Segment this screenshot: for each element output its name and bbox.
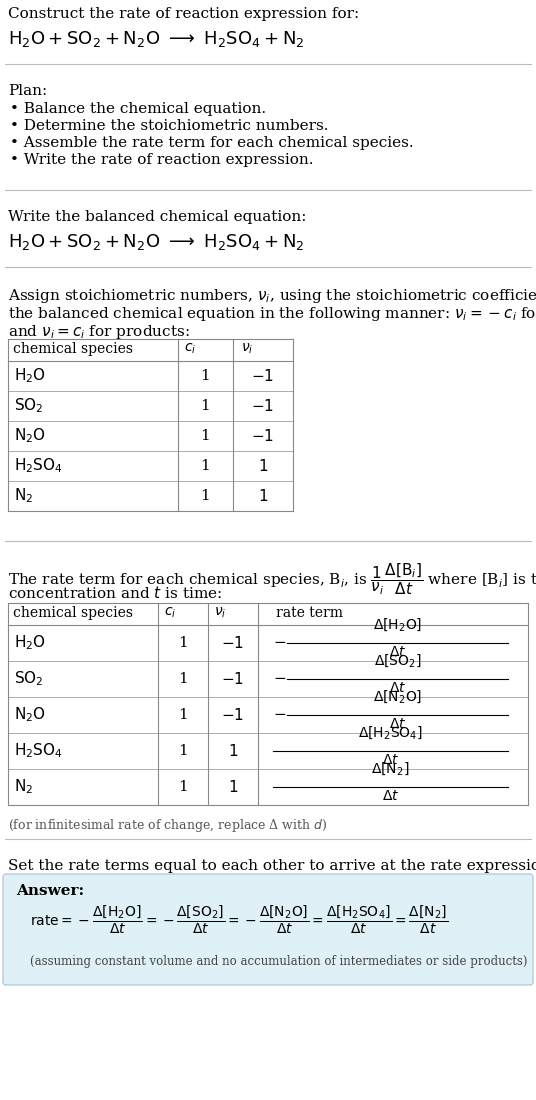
Text: $1$: $1$	[258, 458, 268, 474]
Text: $-1$: $-1$	[251, 368, 274, 384]
Text: $-$: $-$	[273, 634, 286, 648]
Text: $-$: $-$	[273, 706, 286, 721]
Text: $\mathrm{N_2O}$: $\mathrm{N_2O}$	[14, 427, 46, 446]
Text: $-1$: $-1$	[221, 671, 244, 688]
Text: Construct the rate of reaction expression for:: Construct the rate of reaction expressio…	[8, 7, 359, 21]
Text: $\mathrm{H_2O + SO_2 + N_2O\ \longrightarrow\ H_2SO_4 + N_2}$: $\mathrm{H_2O + SO_2 + N_2O\ \longrighta…	[8, 29, 304, 50]
Text: $\mathrm{N_2}$: $\mathrm{N_2}$	[14, 486, 33, 505]
Text: Assign stoichiometric numbers, $\nu_i$, using the stoichiometric coefficients, $: Assign stoichiometric numbers, $\nu_i$, …	[8, 287, 536, 305]
Text: $-1$: $-1$	[251, 428, 274, 444]
Text: Answer:: Answer:	[16, 884, 84, 898]
Text: $\mathrm{H_2SO_4}$: $\mathrm{H_2SO_4}$	[14, 456, 63, 475]
Text: the balanced chemical equation in the following manner: $\nu_i = -c_i$ for react: the balanced chemical equation in the fo…	[8, 305, 536, 323]
Text: and $\nu_i = c_i$ for products:: and $\nu_i = c_i$ for products:	[8, 323, 190, 341]
Text: $c_i$: $c_i$	[184, 342, 196, 356]
Text: $\mathrm{N_2O}$: $\mathrm{N_2O}$	[14, 706, 46, 725]
Text: • Assemble the rate term for each chemical species.: • Assemble the rate term for each chemic…	[10, 136, 414, 150]
Text: 1: 1	[200, 429, 210, 443]
Text: (for infinitesimal rate of change, replace Δ with $d$): (for infinitesimal rate of change, repla…	[8, 817, 327, 834]
Text: $1$: $1$	[228, 779, 238, 795]
Text: $\mathrm{H_2O}$: $\mathrm{H_2O}$	[14, 634, 46, 652]
Text: $\mathrm{SO_2}$: $\mathrm{SO_2}$	[14, 397, 43, 416]
Text: $\Delta t$: $\Delta t$	[389, 681, 406, 695]
Text: $\Delta[\mathrm{N_2}]$: $\Delta[\mathrm{N_2}]$	[371, 760, 410, 777]
Text: $\Delta t$: $\Delta t$	[389, 717, 406, 732]
Text: (assuming constant volume and no accumulation of intermediates or side products): (assuming constant volume and no accumul…	[30, 955, 527, 968]
Text: 1: 1	[200, 490, 210, 503]
Text: $c_i$: $c_i$	[164, 606, 176, 620]
Text: $\Delta[\mathrm{N_2O}]$: $\Delta[\mathrm{N_2O}]$	[373, 689, 422, 705]
Text: chemical species: chemical species	[13, 606, 133, 620]
Text: $\nu_i$: $\nu_i$	[214, 606, 226, 620]
Text: • Balance the chemical equation.: • Balance the chemical equation.	[10, 102, 266, 116]
Text: $1$: $1$	[228, 742, 238, 759]
Text: • Write the rate of reaction expression.: • Write the rate of reaction expression.	[10, 153, 314, 167]
Text: Set the rate terms equal to each other to arrive at the rate expression:: Set the rate terms equal to each other t…	[8, 859, 536, 873]
Text: $\Delta[\mathrm{H_2O}]$: $\Delta[\mathrm{H_2O}]$	[373, 616, 422, 632]
Text: concentration and $t$ is time:: concentration and $t$ is time:	[8, 585, 222, 601]
Text: $\mathrm{H_2SO_4}$: $\mathrm{H_2SO_4}$	[14, 741, 63, 760]
Text: Write the balanced chemical equation:: Write the balanced chemical equation:	[8, 210, 307, 224]
Text: $\Delta t$: $\Delta t$	[389, 645, 406, 659]
Text: 1: 1	[200, 399, 210, 412]
Text: $\mathrm{H_2O}$: $\mathrm{H_2O}$	[14, 366, 46, 385]
Text: $\Delta[\mathrm{H_2SO_4}]$: $\Delta[\mathrm{H_2SO_4}]$	[358, 724, 423, 741]
Text: 1: 1	[178, 636, 188, 650]
Text: 1: 1	[178, 708, 188, 722]
Text: $-1$: $-1$	[221, 707, 244, 723]
Text: $\Delta t$: $\Delta t$	[382, 754, 399, 767]
Text: $-1$: $-1$	[221, 635, 244, 651]
Text: 1: 1	[178, 744, 188, 758]
Text: rate term: rate term	[276, 606, 343, 620]
Text: $\mathrm{H_2O + SO_2 + N_2O\ \longrightarrow\ H_2SO_4 + N_2}$: $\mathrm{H_2O + SO_2 + N_2O\ \longrighta…	[8, 232, 304, 252]
Text: $\mathrm{SO_2}$: $\mathrm{SO_2}$	[14, 670, 43, 689]
Text: $-1$: $-1$	[251, 398, 274, 414]
Text: 1: 1	[178, 780, 188, 794]
Text: 1: 1	[200, 368, 210, 383]
Text: $-$: $-$	[273, 670, 286, 684]
Text: $1$: $1$	[258, 488, 268, 504]
Text: $\nu_i$: $\nu_i$	[241, 342, 254, 356]
Text: 1: 1	[200, 459, 210, 473]
Text: $\Delta[\mathrm{SO_2}]$: $\Delta[\mathrm{SO_2}]$	[374, 652, 421, 669]
FancyBboxPatch shape	[3, 874, 533, 984]
Text: $\mathrm{rate} = -\dfrac{\Delta[\mathrm{H_2O}]}{\Delta t} = -\dfrac{\Delta[\math: $\mathrm{rate} = -\dfrac{\Delta[\mathrm{…	[30, 904, 448, 936]
Text: chemical species: chemical species	[13, 342, 133, 356]
Text: Plan:: Plan:	[8, 84, 47, 98]
Text: $\Delta t$: $\Delta t$	[382, 789, 399, 803]
Text: 1: 1	[178, 672, 188, 686]
Text: • Determine the stoichiometric numbers.: • Determine the stoichiometric numbers.	[10, 119, 329, 133]
Text: $\mathrm{N_2}$: $\mathrm{N_2}$	[14, 778, 33, 796]
Text: The rate term for each chemical species, B$_i$, is $\dfrac{1}{\nu_i}\dfrac{\Delt: The rate term for each chemical species,…	[8, 561, 536, 597]
